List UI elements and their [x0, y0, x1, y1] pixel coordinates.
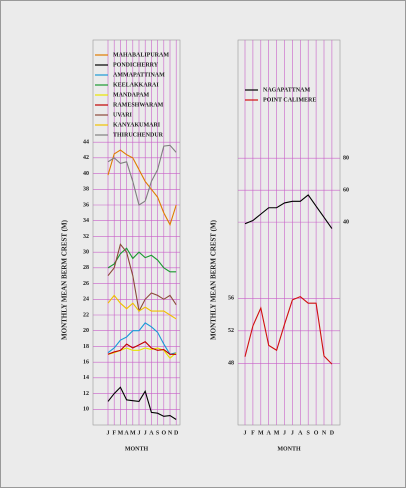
x-tick-label: O [314, 430, 319, 436]
legend-label: UVARI [113, 112, 133, 118]
y-tick-label: 44 [83, 140, 89, 146]
x-axis-label: MONTH [277, 446, 301, 452]
x-tick-label: F [112, 430, 116, 436]
x-tick-label: J [138, 430, 141, 436]
x-tick-label: J [244, 430, 247, 436]
legend-label: AMMAPATTINAM [113, 72, 165, 78]
x-tick-label: J [107, 430, 110, 436]
y-tick-label: 22 [83, 312, 89, 318]
y-tick-label: 48 [228, 361, 234, 367]
x-tick-label: F [251, 430, 255, 436]
x-tick-label: A [149, 430, 154, 436]
y-tick-label: 10 [83, 407, 89, 413]
series-line [107, 341, 177, 355]
series-line [107, 322, 177, 355]
series-line [107, 243, 177, 313]
legend-label: MANDAPAM [113, 92, 150, 98]
x-tick-label: M [130, 430, 136, 436]
x-axis-label: MONTH [125, 446, 149, 452]
y-tick-label: 30 [83, 250, 89, 256]
y-tick-label: 14 [83, 375, 89, 381]
x-tick-label: D [174, 430, 179, 436]
series-line [107, 386, 177, 420]
y2-tick-label: 40 [343, 219, 349, 225]
x-tick-label: A [267, 430, 272, 436]
legend-label: MAHABALIPURAM [113, 52, 169, 58]
y-tick-label: 12 [83, 391, 89, 397]
x-tick-label: N [168, 430, 173, 436]
y2-tick-label: 80 [343, 156, 349, 162]
plot-area [92, 39, 181, 426]
x-tick-label: N [322, 430, 327, 436]
y-tick-label: 32 [83, 234, 89, 240]
y-axis-label: MONTHLY MEAN BERM CREST (M) [210, 219, 218, 340]
y-tick-label: 18 [83, 344, 89, 350]
series-line [107, 144, 177, 206]
legend-label: KEELAKKARAI [113, 82, 159, 88]
y-tick-label: 38 [83, 187, 89, 193]
x-tick-label: M [274, 430, 280, 436]
legend-label: PONDICHERRY [113, 62, 159, 68]
legend-label: KANYAKUMARI [113, 122, 161, 128]
y-tick-label: 36 [83, 202, 89, 208]
y-tick-label: 40 [83, 171, 89, 177]
series-line [244, 194, 333, 229]
x-tick-label: J [283, 430, 286, 436]
y-tick-label: 26 [83, 281, 89, 287]
legend-label: THIRUCHENDUR [113, 132, 164, 138]
y-tick-label: 52 [228, 328, 234, 334]
x-tick-label: M [118, 430, 124, 436]
plot-area [237, 39, 341, 426]
y-axis-label: MONTHLY MEAN BERM CREST (M) [61, 219, 69, 340]
series-line [107, 294, 177, 320]
x-tick-label: O [161, 430, 166, 436]
y-tick-label: 16 [83, 360, 89, 366]
legend-label: POINT CALIMERE [263, 97, 316, 103]
series-line [107, 247, 177, 273]
y-tick-label: 42 [83, 155, 89, 161]
legend-label: RAMESHWARAM [113, 102, 164, 108]
x-tick-label: A [124, 430, 129, 436]
x-tick-label: M [258, 430, 264, 436]
y-tick-label: 34 [83, 218, 89, 224]
series-line [107, 149, 177, 227]
x-tick-label: A [298, 430, 303, 436]
y-tick-label: 28 [83, 265, 89, 271]
y-tick-label: 56 [228, 296, 234, 302]
legend-label: NAGAPATTNAM [263, 87, 310, 93]
y-tick-label: 24 [83, 297, 89, 303]
y-tick-label: 20 [83, 328, 89, 334]
y2-tick-label: 60 [343, 188, 349, 194]
x-tick-label: D [330, 430, 335, 436]
x-tick-label: J [291, 430, 294, 436]
series-line [244, 296, 333, 365]
x-tick-label: J [144, 430, 147, 436]
x-tick-label: S [156, 430, 160, 436]
x-tick-label: S [307, 430, 311, 436]
